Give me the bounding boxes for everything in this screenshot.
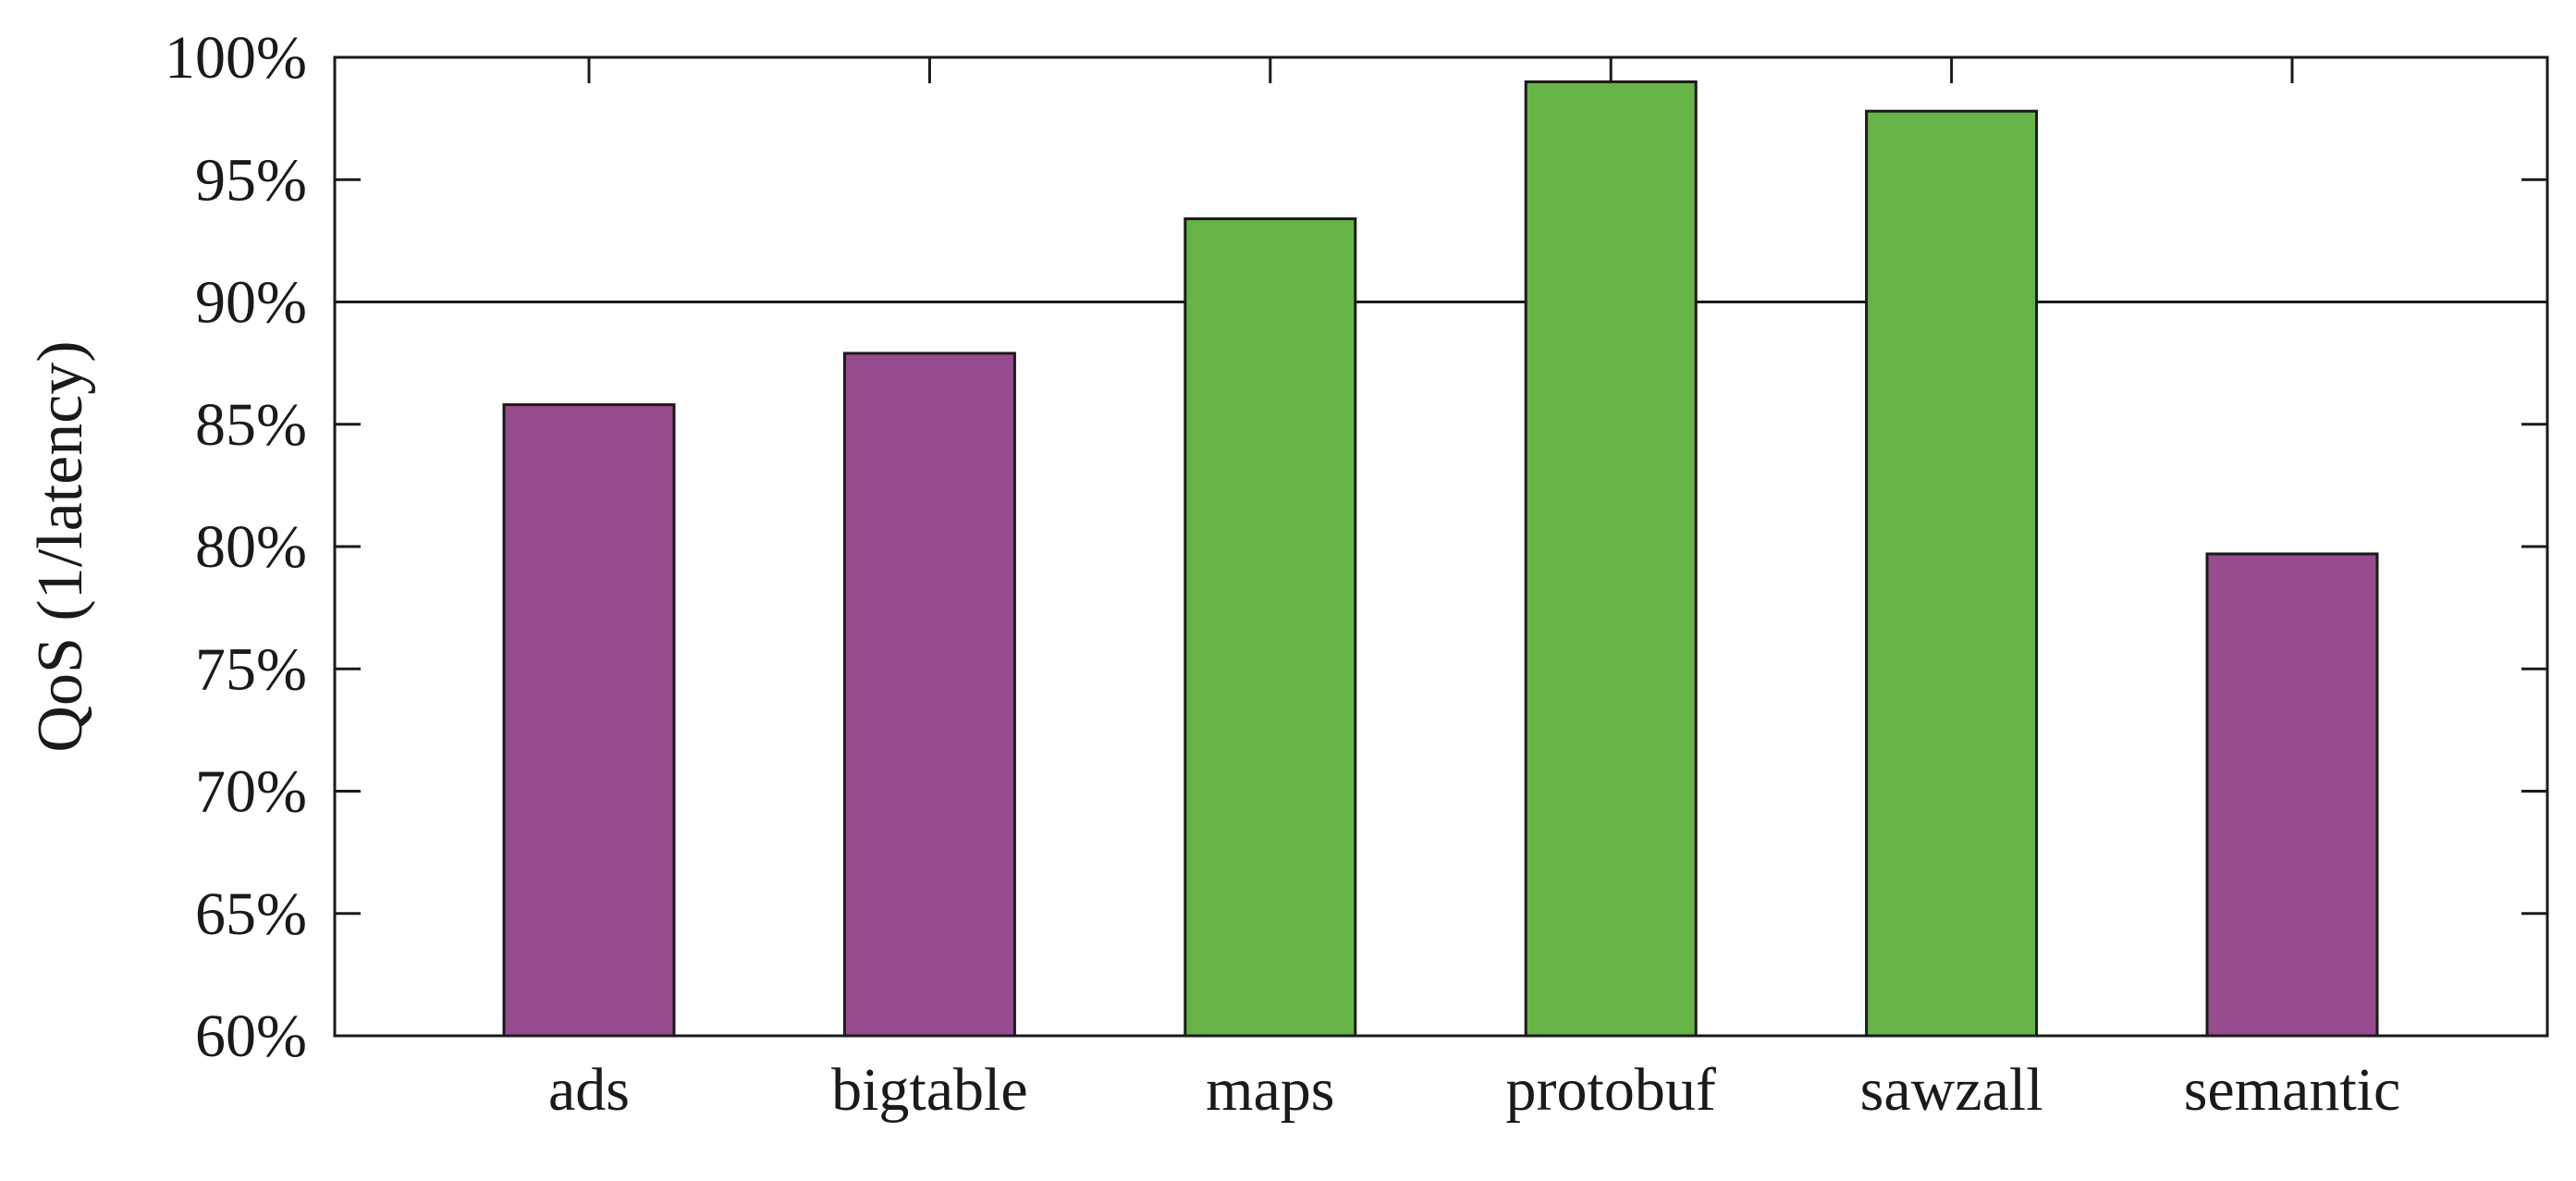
y-tick-label-90: 90% [195, 269, 307, 337]
x-tick-label-semantic: semantic [2184, 1056, 2401, 1124]
bar-protobuf [1524, 80, 1698, 1038]
x-tick-label-maps: maps [1206, 1056, 1334, 1124]
y-tick-label-85: 85% [195, 391, 307, 459]
x-tick-label-ads: ads [548, 1056, 630, 1124]
y-tick-label-65: 65% [195, 880, 307, 948]
y-tick-label-60: 60% [195, 1003, 307, 1070]
bars-layer [502, 80, 2379, 1038]
y-tick-label-70: 70% [195, 758, 307, 826]
bar-semantic [2205, 552, 2379, 1038]
plot-frame [333, 55, 2549, 1038]
y-tick-label-80: 80% [195, 513, 307, 581]
bar-maps [1184, 217, 1357, 1038]
y-tick-label-75: 75% [195, 635, 307, 703]
x-tick-label-bigtable: bigtable [831, 1056, 1028, 1124]
x-tick-label-protobuf: protobuf [1506, 1056, 1716, 1124]
y-tick-label-95: 95% [195, 146, 307, 214]
y-axis-title: QoS (1/latency) [25, 340, 96, 752]
bar-ads [502, 403, 676, 1038]
bar-bigtable [842, 351, 1016, 1038]
y-tick-label-100: 100% [165, 24, 307, 92]
labels-layer: ads bigtable maps protobuf sawzall semantic 60… [165, 24, 2549, 1124]
x-tick-label-sawzall: sawzall [1860, 1056, 2043, 1124]
bar-sawzall [1865, 109, 2039, 1038]
